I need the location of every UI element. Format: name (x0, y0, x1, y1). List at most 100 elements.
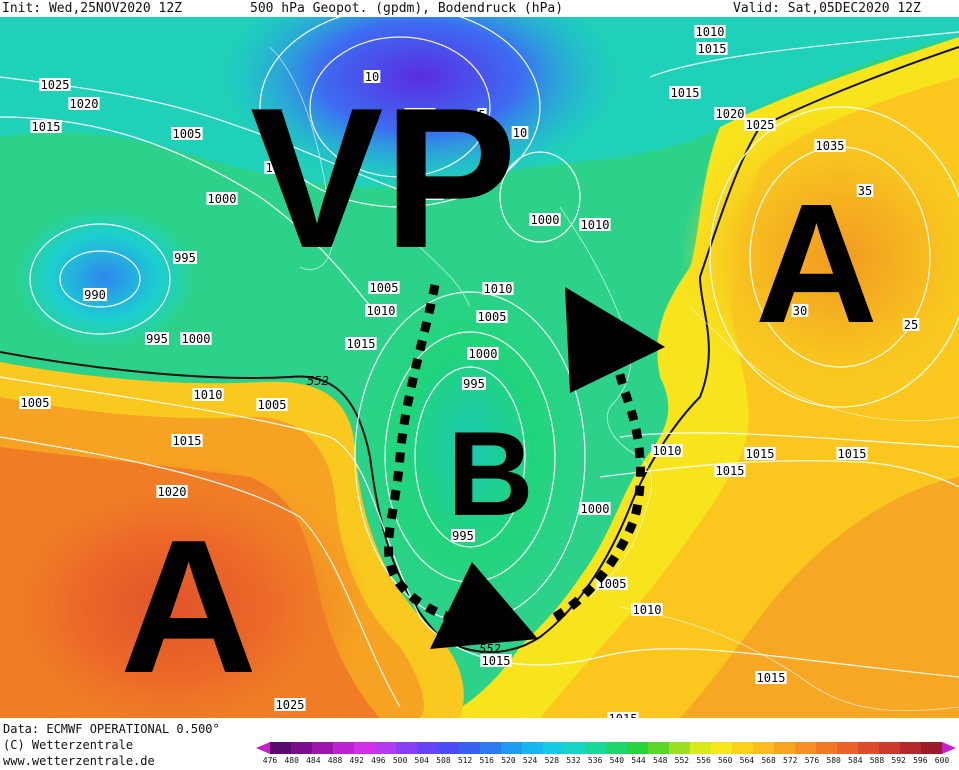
isobar-label-bg (714, 107, 746, 120)
legend-tick-label: 560 (717, 756, 733, 765)
isobar-label: 1035 (816, 139, 845, 153)
isobar-label: 1010 (414, 187, 443, 201)
legend-swatch (333, 742, 355, 754)
legend-swatch (585, 742, 607, 754)
isobar-label-bg (814, 139, 846, 152)
circulation-path (384, 284, 645, 627)
legend-tick-label: 576 (804, 756, 820, 765)
isobar-label-bg (173, 251, 197, 264)
isobar-label: 1015 (757, 671, 786, 685)
isobar-label-bg (345, 337, 377, 350)
isobar-label: 1005 (258, 398, 287, 412)
isobar-label-bg (755, 671, 787, 684)
legend-swatch (270, 742, 292, 754)
legend-swatch (501, 742, 523, 754)
isobar-label-bg (192, 388, 224, 401)
legend-swatch (816, 742, 838, 754)
legend-swatch (753, 742, 775, 754)
isobar-label: 35 (858, 184, 872, 198)
isobar-label-bg (669, 86, 701, 99)
isobar-label: 1000 (531, 213, 560, 227)
isobar-label: 10 (365, 70, 379, 84)
isobar-label: 1010 (367, 304, 396, 318)
legend-swatch (774, 742, 796, 754)
isobar-label: 1010 (484, 282, 513, 296)
legend-tick-label: 516 (479, 756, 494, 765)
isobar-label-bg (476, 310, 508, 323)
legend-swatch (627, 742, 649, 754)
low-west-core (15, 207, 195, 347)
isobar-label-bg (256, 398, 288, 411)
isobar-label: 1005 (598, 577, 627, 591)
legend-swatch (837, 742, 859, 754)
coastlines (269, 46, 959, 712)
legend-swatch (711, 742, 733, 754)
init-time: Init: Wed,25NOV2020 12Z (2, 1, 183, 16)
isobar-label-bg (171, 127, 203, 140)
isobar-label-bg (482, 282, 514, 295)
isobar-label-bg (579, 502, 611, 515)
legend-swatch (921, 742, 943, 754)
isobar-label: 30 (793, 304, 807, 318)
isobar-label-bg (529, 213, 561, 226)
isobar-label-bg (264, 161, 296, 174)
isobar-label: 1005 (370, 281, 399, 295)
valid-time: Valid: Sat,05DEC2020 12Z (733, 1, 921, 16)
contour-label: 552 (479, 642, 501, 656)
legend-arrow-left (256, 742, 270, 754)
legend-tick-label: 564 (739, 756, 755, 765)
legend-ticks: 476 480 484 488 492 496 500 504 508 512 516 520 524 5… (256, 756, 956, 768)
legend-swatch (690, 742, 712, 754)
isobar-label-bg (19, 396, 51, 409)
isobar-label: 1010 (653, 444, 682, 458)
legend-tick-label: 524 (522, 756, 538, 765)
legend-tick-label: 480 (284, 756, 299, 765)
website: www.wetterzentrale.de (3, 754, 155, 768)
isobar-label: 1025 (41, 78, 70, 92)
legend-swatch (354, 742, 376, 754)
isobar-label: 990 (84, 288, 106, 302)
isobar-label-bg (480, 654, 512, 667)
legend-tick-label: 548 (652, 756, 668, 765)
legend-swatch (732, 742, 754, 754)
isobar-label: 1015 (32, 120, 61, 134)
legend-tick-label: 600 (934, 756, 950, 765)
legend-tick-label: 580 (826, 756, 841, 765)
legend-swatch (522, 742, 544, 754)
data-source: Data: ECMWF OPERATIONAL 0.500° (3, 722, 220, 736)
legend-tick-label: 532 (566, 756, 581, 765)
isobar-label-bg (145, 332, 169, 345)
legend-swatch (312, 742, 334, 754)
isobar-label: 5 (478, 108, 485, 122)
legend-swatch (438, 742, 460, 754)
isobar-label-bg (856, 184, 874, 197)
warm-region-southeast (680, 477, 959, 718)
isobar-label-bg (694, 25, 726, 38)
isobar-label-bg (404, 108, 436, 121)
isobar-label-bg (631, 603, 663, 616)
isobar-label: 995 (463, 377, 485, 391)
isobar-label: 1010 (633, 603, 662, 617)
legend-tick-label: 584 (848, 756, 863, 765)
isobar-label: 1020 (70, 97, 99, 111)
isobar-label: 1015 (347, 337, 376, 351)
legend-tick-label: 488 (327, 756, 343, 765)
label-low-b: B (447, 407, 534, 541)
isobar-label: 1000 (208, 192, 237, 206)
arrow-head-northeast (565, 287, 665, 393)
isobar-label: 1010 (581, 218, 610, 232)
label-high-southwest: A (120, 501, 257, 713)
legend-tick-label: 528 (544, 756, 560, 765)
isobar-label-bg (467, 347, 499, 360)
isobar-label-bg (607, 712, 639, 718)
legend-tick-label: 476 (262, 756, 278, 765)
legend-swatch (480, 742, 502, 754)
isobar-label: 1015 (671, 86, 700, 100)
isobar-label-bg (579, 218, 611, 231)
contour-label: 552 (307, 374, 329, 388)
map-footer: Data: ECMWF OPERATIONAL 0.500° (C) Wette… (0, 718, 959, 770)
isobar-label: 1015 (482, 654, 511, 668)
isobar-label: 1015 (173, 434, 202, 448)
